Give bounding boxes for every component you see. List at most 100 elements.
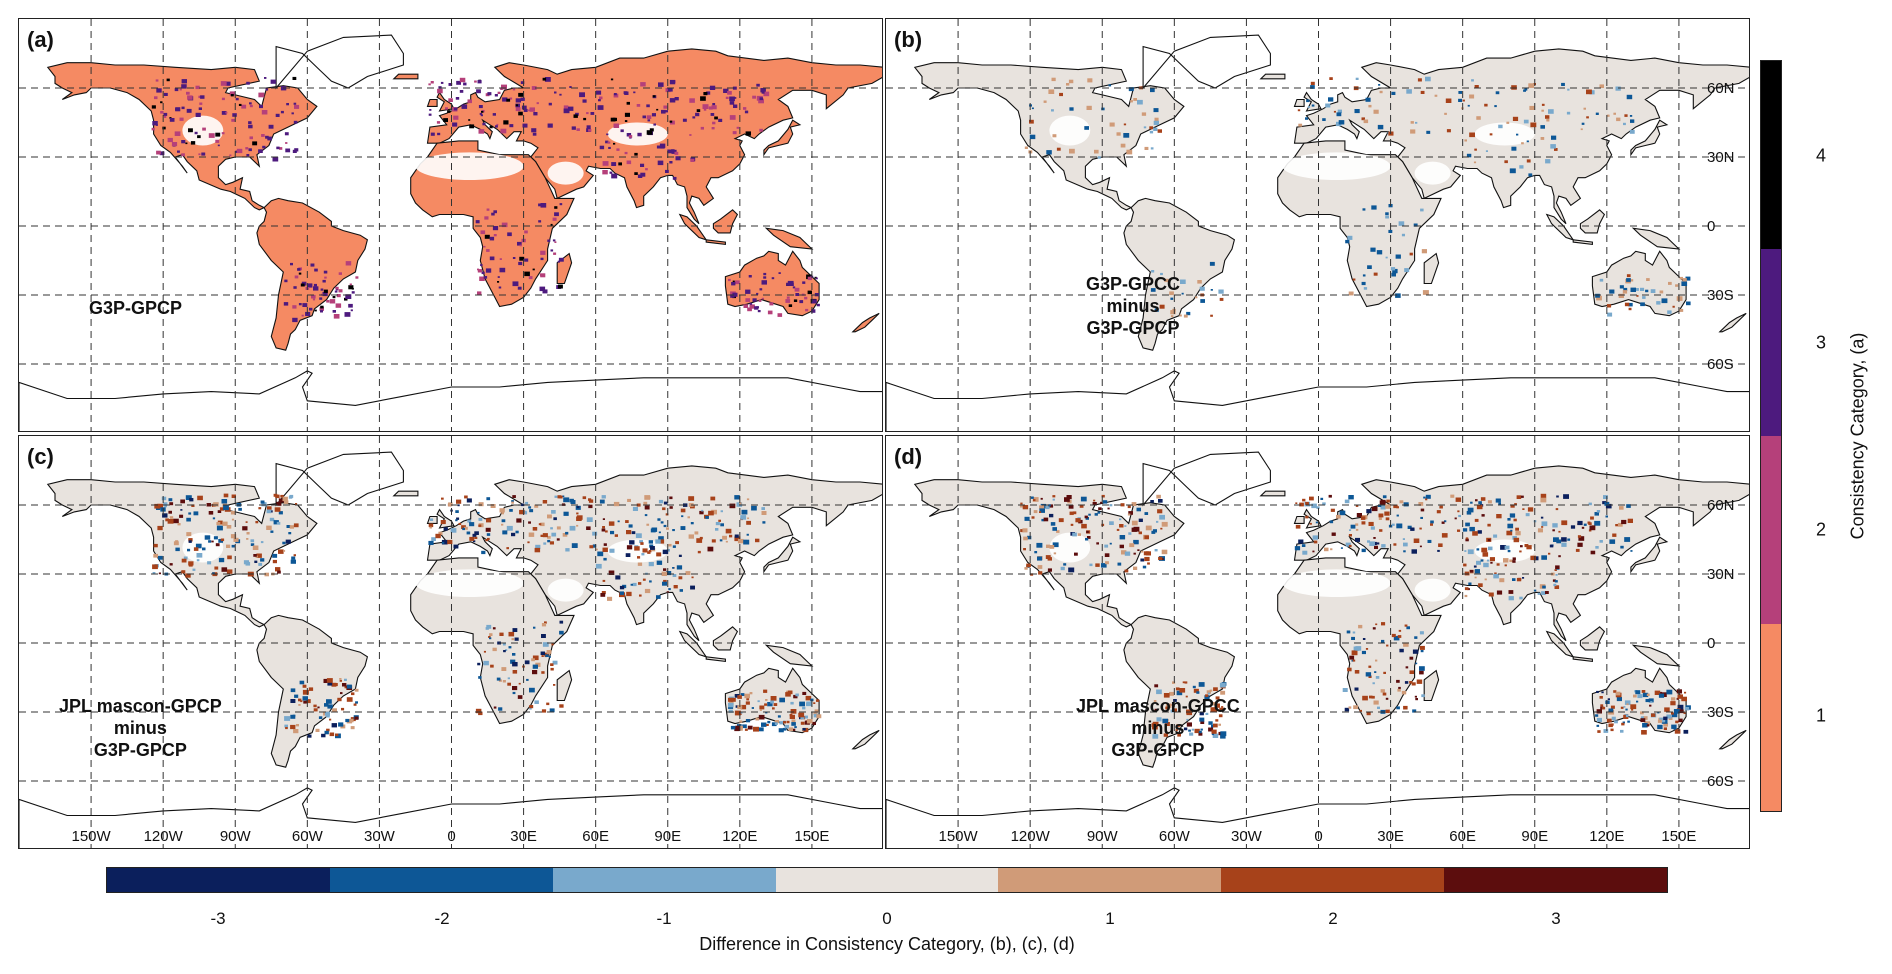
no-data-region xyxy=(1282,569,1391,597)
speckle xyxy=(1092,502,1097,506)
speckle xyxy=(1199,286,1205,291)
speckle xyxy=(1126,149,1133,155)
speckle xyxy=(260,541,264,544)
speckle xyxy=(1651,713,1656,717)
speckle xyxy=(1419,670,1424,675)
speckle xyxy=(643,501,648,505)
speckle xyxy=(1374,545,1378,549)
speckle xyxy=(482,122,486,126)
speckle xyxy=(1672,305,1675,308)
speckle xyxy=(1613,112,1616,115)
speckle xyxy=(293,729,299,734)
speckle xyxy=(733,104,738,108)
speckle xyxy=(1339,510,1346,516)
speckle xyxy=(1391,633,1396,638)
speckle xyxy=(660,145,665,149)
speckle xyxy=(1186,718,1189,721)
speckle xyxy=(1486,559,1490,562)
speckle xyxy=(480,114,483,117)
speckle xyxy=(1056,530,1060,533)
speckle xyxy=(605,530,608,533)
speckle xyxy=(475,220,480,224)
speckle xyxy=(189,498,194,502)
speckle xyxy=(511,532,516,537)
speckle xyxy=(746,533,749,536)
speckle xyxy=(1355,646,1362,651)
speckle xyxy=(428,523,434,528)
speckle xyxy=(1412,709,1417,713)
speckle xyxy=(1098,507,1102,510)
speckle xyxy=(181,140,186,144)
continent xyxy=(1630,536,1669,574)
speckle xyxy=(258,562,263,566)
speckle xyxy=(1588,529,1592,532)
speckle xyxy=(1415,662,1418,665)
speckle xyxy=(730,725,736,730)
speckle xyxy=(1385,504,1391,509)
speckle xyxy=(168,510,172,514)
speckle xyxy=(1512,116,1519,121)
speckle xyxy=(478,711,483,716)
speckle xyxy=(1597,730,1601,733)
speckle xyxy=(1355,77,1359,80)
speckle xyxy=(1642,296,1646,299)
speckle xyxy=(1200,720,1205,724)
speckle xyxy=(1586,89,1592,95)
speckle xyxy=(1661,298,1668,304)
speckle xyxy=(297,268,301,271)
speckle xyxy=(1102,500,1108,504)
speckle xyxy=(326,699,332,704)
speckle xyxy=(1410,121,1414,124)
speckle xyxy=(1355,537,1360,542)
speckle xyxy=(1163,693,1170,698)
speckle xyxy=(272,156,279,162)
speckle xyxy=(812,721,816,725)
speckle xyxy=(1682,278,1687,282)
speckle xyxy=(1378,513,1384,518)
speckle xyxy=(1108,84,1112,87)
speckle xyxy=(668,543,672,547)
speckle xyxy=(339,679,342,682)
speckle xyxy=(261,134,265,137)
speckle xyxy=(637,556,641,559)
speckle xyxy=(1474,148,1477,151)
speckle xyxy=(528,532,535,537)
speckle xyxy=(332,296,336,299)
speckle xyxy=(290,724,296,730)
speckle xyxy=(255,521,259,524)
speckle xyxy=(1191,728,1195,731)
speckle xyxy=(804,296,808,300)
speckle xyxy=(1051,77,1056,82)
difference-color-swatch xyxy=(775,868,999,892)
speckle xyxy=(1595,546,1599,549)
speckle xyxy=(1380,504,1386,509)
speckle xyxy=(558,257,564,262)
speckle xyxy=(499,632,504,636)
speckle xyxy=(1170,315,1174,318)
speckle xyxy=(534,700,539,704)
speckle xyxy=(1218,289,1224,294)
difference-tick-neg1: -1 xyxy=(656,909,672,928)
speckle xyxy=(497,276,500,278)
speckle xyxy=(1415,698,1418,701)
speckle xyxy=(1673,709,1680,714)
speckle xyxy=(1199,717,1205,722)
speckle xyxy=(749,304,755,309)
speckle xyxy=(1322,502,1326,506)
speckle xyxy=(550,667,554,671)
speckle xyxy=(1666,689,1673,695)
lon-label: 90E xyxy=(654,828,682,845)
speckle xyxy=(758,98,764,104)
speckle xyxy=(734,536,741,542)
speckle xyxy=(1529,105,1535,110)
speckle xyxy=(1626,94,1633,100)
speckle xyxy=(502,643,506,646)
speckle xyxy=(345,294,352,299)
speckle xyxy=(1052,498,1055,501)
speckle xyxy=(757,310,761,313)
speckle xyxy=(1540,516,1544,519)
speckle xyxy=(1541,109,1544,112)
speckle xyxy=(298,698,302,702)
speckle xyxy=(1436,510,1441,514)
speckle xyxy=(1567,88,1570,91)
